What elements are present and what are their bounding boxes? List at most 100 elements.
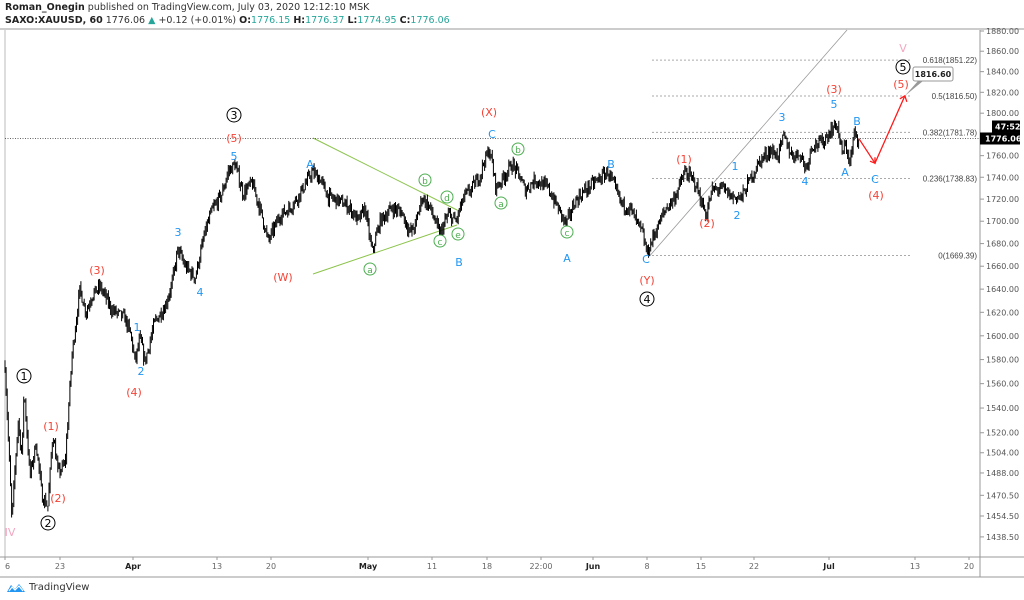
wave-label[interactable]: 5	[231, 150, 238, 163]
projection-price-callout[interactable]	[912, 66, 954, 82]
wave-label[interactable]: a	[498, 200, 504, 210]
time-tick-label: Jul	[822, 562, 835, 571]
close-label: C:	[399, 15, 411, 26]
price-tick-label: 1454.50	[986, 512, 1019, 521]
wave-label-circle	[560, 225, 574, 239]
price-tick-label: 1600.00	[986, 332, 1019, 341]
open-value: 1776.15	[251, 15, 291, 26]
chart-header: Roman_Onegin published on TradingView.co…	[5, 1, 450, 27]
wave-label[interactable]: (2)	[50, 492, 66, 505]
price-tick-label: 1488.00	[986, 469, 1019, 478]
wave-label[interactable]: 5	[831, 98, 838, 111]
time-tick-label: 20	[964, 562, 974, 571]
triangle-lower-line[interactable]	[312, 224, 458, 275]
wave-label[interactable]: 5	[900, 61, 907, 74]
price-tick-label: 1680.00	[986, 240, 1019, 249]
price-tick-label: 1640.00	[986, 285, 1019, 294]
wave-label[interactable]: C	[642, 253, 650, 266]
author[interactable]: Roman_Onegin	[5, 2, 85, 13]
time-tick-label: 8	[644, 562, 649, 571]
wave-label[interactable]: A	[841, 166, 849, 179]
wave-label[interactable]: 1	[134, 321, 141, 334]
wave-label[interactable]: 4	[802, 175, 809, 188]
wave-label[interactable]: V	[899, 42, 907, 55]
wave-label[interactable]: 4	[197, 286, 204, 299]
price-axis[interactable]: 1880.00 1860.00 1840.00 1820.00 1800.00 1760.…	[980, 27, 1022, 542]
tradingview-cloud-icon	[7, 584, 25, 592]
wave-label[interactable]: (Y)	[639, 274, 654, 287]
wave-label[interactable]: B	[853, 115, 861, 128]
wave-label[interactable]: (3)	[826, 83, 842, 96]
tradingview-logo[interactable]: TradingView	[6, 582, 89, 593]
wave-label[interactable]: C	[488, 128, 496, 141]
wave-label[interactable]: 3	[175, 226, 182, 239]
time-tick-label: 6	[5, 562, 10, 571]
wave-label[interactable]: e	[455, 231, 461, 241]
wave-label[interactable]: 2	[138, 365, 145, 378]
wave-label[interactable]: B	[455, 256, 463, 269]
time-tick-label: Jun	[585, 562, 601, 571]
wave-label[interactable]: B	[607, 158, 615, 171]
wave-label[interactable]: a	[367, 266, 373, 276]
time-axis[interactable]: 6 23 Apr 13 20 May 11 18 22:00 Jun 8 15 22 Jul 13 20	[4, 557, 974, 571]
price-tick-label: 1800.00	[986, 109, 1019, 118]
wave-label[interactable]: (5)	[893, 78, 909, 91]
wave-label-circle	[494, 196, 508, 210]
time-tick-label: 23	[55, 562, 65, 571]
wave-label[interactable]: (1)	[676, 153, 692, 166]
price-tick-label: 1660.00	[986, 262, 1019, 271]
fib-retracement[interactable]: 0.618(1851.22) 0.5(1816.50) 0.382(1781.78)…	[652, 56, 978, 261]
wave-label-circle	[40, 515, 56, 531]
symbol: SAXO:XAUUSD, 60	[5, 15, 103, 26]
wave-label[interactable]: 3	[779, 111, 786, 124]
triangle-upper-line[interactable]	[312, 137, 458, 211]
wave-label[interactable]: (W)	[273, 271, 292, 284]
wave-label[interactable]: (4)	[126, 386, 142, 399]
price-tick-label: 1760.00	[986, 152, 1019, 161]
wave-label[interactable]: (2)	[699, 217, 715, 230]
wave-label-circle	[440, 190, 454, 204]
wave-label[interactable]: 3	[231, 109, 238, 122]
price-tick-label: 1820.00	[986, 88, 1019, 97]
price-tick-label: 1700.00	[986, 217, 1019, 226]
wave-label[interactable]: 1	[21, 370, 28, 383]
high-value: 1776.37	[305, 15, 345, 26]
fib-level-label: 0.382(1781.78)	[923, 128, 978, 137]
wave-label-circle	[451, 227, 465, 241]
price-tick-label: 1580.00	[986, 356, 1019, 365]
wave-label[interactable]: (X)	[481, 106, 497, 119]
projection-arrow[interactable]: 1816.60	[858, 66, 954, 165]
wave-label[interactable]: c	[438, 238, 443, 248]
wave-label-circle	[511, 142, 525, 156]
wave-label[interactable]: 4	[644, 293, 651, 306]
time-tick-label: 15	[696, 562, 706, 571]
price-tick-label: 1620.00	[986, 308, 1019, 317]
trendlines[interactable]	[5, 29, 980, 275]
wave-label[interactable]: C	[871, 173, 879, 186]
wave-label[interactable]: c	[565, 229, 570, 239]
wave-label[interactable]: (4)	[868, 189, 884, 202]
wave-label[interactable]: b	[515, 146, 521, 156]
wave-label[interactable]: 2	[734, 209, 741, 222]
wave-labels[interactable]: 1 2 3 4 5 V IV (1) (2) (3) (4) (5) (W) (X) (Y) (1) (2) (3…	[5, 42, 911, 539]
fib-level-label: 0(1669.39)	[938, 252, 977, 261]
wave-label[interactable]: A	[306, 158, 314, 171]
projection-path[interactable]	[858, 95, 906, 165]
wave-label[interactable]: 2	[45, 517, 52, 530]
high-label: H:	[293, 15, 306, 26]
wave-label-circle	[226, 107, 242, 123]
wave-label[interactable]: (5)	[226, 132, 242, 145]
fib-level-label: 0.5(1816.50)	[932, 92, 978, 101]
wave-label[interactable]: A	[563, 252, 571, 265]
current-price-badge[interactable]	[980, 132, 1020, 145]
wave-label[interactable]: d	[444, 194, 450, 204]
wave-label[interactable]: b	[422, 177, 428, 187]
low-label: L:	[347, 15, 358, 26]
wave-label[interactable]: (3)	[89, 264, 105, 277]
wave-label[interactable]: IV	[5, 526, 16, 539]
last-price: 1776.06	[105, 15, 146, 26]
trend-channel-line[interactable]	[649, 29, 848, 256]
wave-label[interactable]: (1)	[43, 420, 59, 433]
wave-label[interactable]: 1	[732, 160, 739, 173]
